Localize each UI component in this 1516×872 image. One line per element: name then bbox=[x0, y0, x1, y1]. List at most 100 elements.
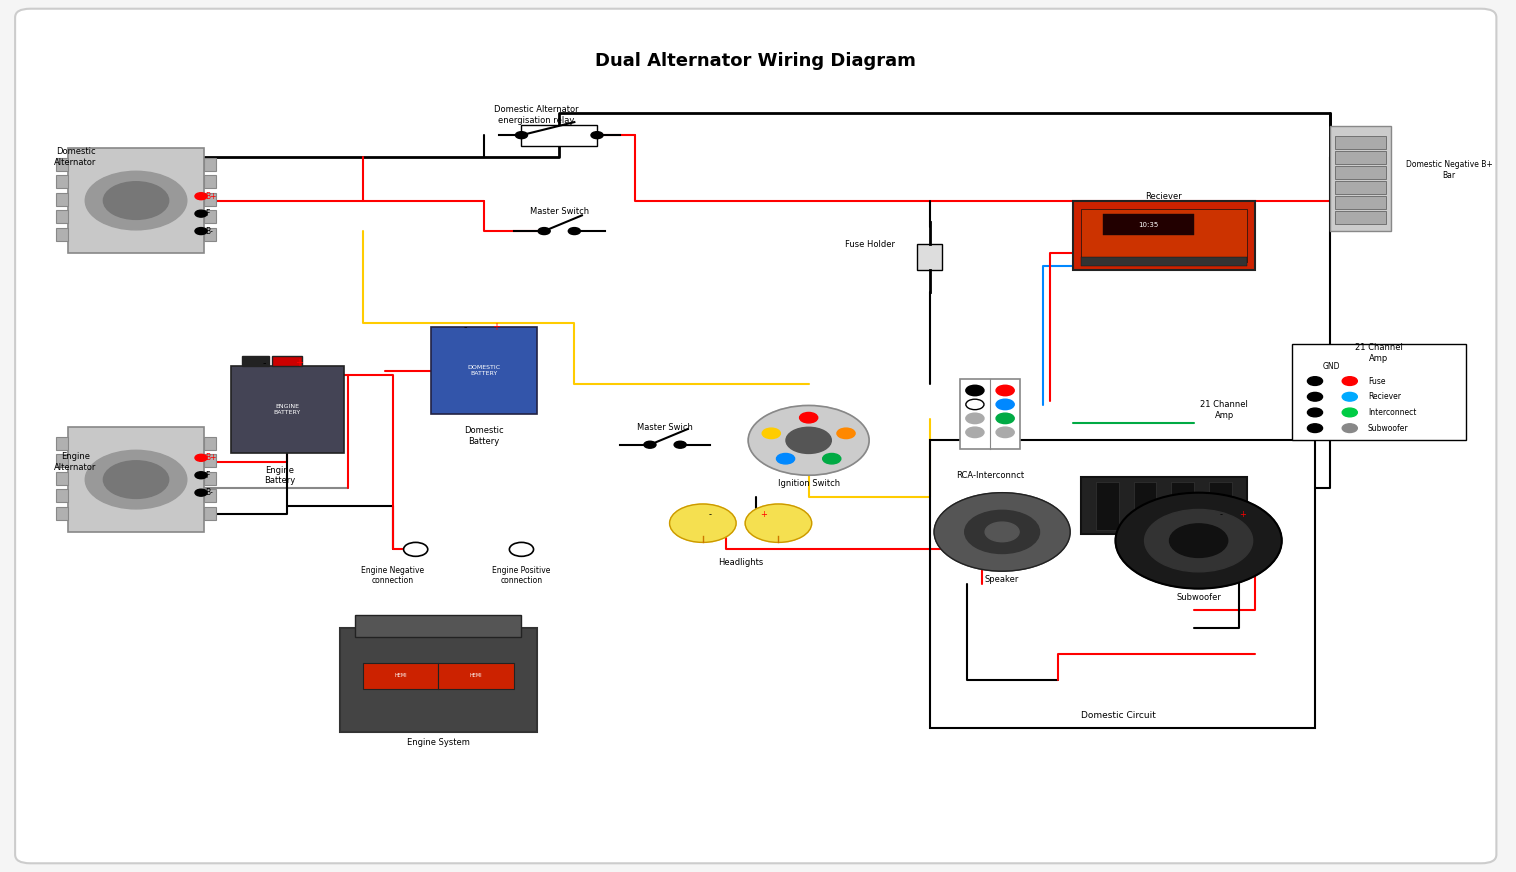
Circle shape bbox=[1342, 408, 1357, 417]
Bar bbox=[205, 228, 217, 241]
Circle shape bbox=[1307, 424, 1322, 433]
Bar bbox=[56, 489, 68, 502]
Circle shape bbox=[538, 228, 550, 235]
Text: Subwoofer: Subwoofer bbox=[1367, 424, 1408, 433]
Circle shape bbox=[196, 489, 208, 496]
Circle shape bbox=[103, 460, 168, 499]
Text: -: - bbox=[262, 358, 267, 368]
Circle shape bbox=[934, 493, 1070, 571]
Text: Fuse Holder: Fuse Holder bbox=[844, 240, 894, 249]
Text: +: + bbox=[296, 358, 303, 368]
Circle shape bbox=[823, 453, 841, 464]
Text: Engine
Alternator: Engine Alternator bbox=[55, 453, 97, 472]
Bar bbox=[56, 454, 68, 467]
Circle shape bbox=[746, 504, 811, 542]
Text: B-: B- bbox=[206, 227, 214, 235]
Circle shape bbox=[785, 427, 831, 453]
Bar bbox=[56, 472, 68, 485]
Circle shape bbox=[1342, 424, 1357, 433]
Bar bbox=[1134, 482, 1157, 530]
Circle shape bbox=[515, 132, 528, 139]
Text: HEMI: HEMI bbox=[470, 673, 482, 678]
Bar bbox=[205, 489, 217, 502]
Text: Ignition Switch: Ignition Switch bbox=[778, 480, 840, 488]
Circle shape bbox=[996, 385, 1014, 396]
Text: Engine Negative
connection: Engine Negative connection bbox=[361, 566, 424, 585]
Text: -: - bbox=[709, 510, 713, 519]
Text: B-: B- bbox=[206, 488, 214, 497]
Text: 21 Channel
Amp: 21 Channel Amp bbox=[1354, 344, 1402, 363]
Text: 21 Channel
Amp: 21 Channel Amp bbox=[1201, 400, 1248, 419]
Bar bbox=[56, 175, 68, 188]
Text: DOMESTIC
BATTERY: DOMESTIC BATTERY bbox=[467, 365, 500, 376]
Bar bbox=[205, 454, 217, 467]
Circle shape bbox=[196, 472, 208, 479]
Text: B+: B+ bbox=[206, 192, 217, 201]
Bar bbox=[205, 193, 217, 206]
Bar bbox=[362, 663, 438, 689]
Text: Headlights: Headlights bbox=[719, 558, 763, 567]
Circle shape bbox=[1307, 377, 1322, 385]
Text: -: - bbox=[1220, 510, 1223, 519]
Circle shape bbox=[1169, 524, 1228, 557]
Bar bbox=[230, 366, 344, 453]
Bar bbox=[355, 615, 522, 637]
Circle shape bbox=[1307, 408, 1322, 417]
Bar bbox=[960, 379, 1020, 449]
Bar bbox=[917, 244, 941, 270]
Text: 10:35: 10:35 bbox=[1139, 222, 1158, 228]
Circle shape bbox=[1116, 493, 1281, 589]
Circle shape bbox=[403, 542, 428, 556]
Circle shape bbox=[799, 412, 817, 423]
Text: Fuse: Fuse bbox=[1367, 377, 1386, 385]
Bar bbox=[56, 437, 68, 450]
Bar bbox=[1073, 201, 1255, 270]
Bar bbox=[56, 228, 68, 241]
Text: Domestic Alternator
energisation relay: Domestic Alternator energisation relay bbox=[494, 106, 579, 125]
Circle shape bbox=[196, 210, 208, 217]
Bar bbox=[1081, 478, 1248, 534]
Text: +: + bbox=[1239, 510, 1246, 519]
Circle shape bbox=[964, 510, 1040, 554]
Text: B+: B+ bbox=[206, 453, 217, 462]
Bar bbox=[1334, 195, 1386, 208]
Bar bbox=[438, 663, 514, 689]
Circle shape bbox=[568, 228, 581, 235]
Circle shape bbox=[675, 441, 687, 448]
Circle shape bbox=[1145, 509, 1252, 572]
Circle shape bbox=[196, 193, 208, 200]
FancyBboxPatch shape bbox=[15, 9, 1496, 863]
Bar bbox=[205, 472, 217, 485]
Text: F: F bbox=[206, 209, 209, 218]
Bar bbox=[68, 148, 205, 253]
Bar bbox=[1104, 214, 1195, 235]
Circle shape bbox=[85, 171, 186, 230]
Bar bbox=[1334, 181, 1386, 194]
Bar bbox=[271, 356, 302, 366]
Bar bbox=[522, 125, 597, 146]
Circle shape bbox=[749, 405, 869, 475]
Circle shape bbox=[644, 441, 656, 448]
Text: Engine System: Engine System bbox=[406, 739, 470, 747]
Text: Domestic
Battery: Domestic Battery bbox=[464, 426, 503, 446]
Bar bbox=[1334, 210, 1386, 223]
Bar bbox=[1334, 136, 1386, 149]
Bar bbox=[1081, 209, 1248, 262]
Bar bbox=[56, 158, 68, 171]
Circle shape bbox=[763, 428, 781, 439]
Circle shape bbox=[591, 132, 603, 139]
Text: +: + bbox=[760, 510, 767, 519]
Text: F: F bbox=[206, 471, 209, 480]
Bar bbox=[340, 628, 537, 732]
Circle shape bbox=[509, 542, 534, 556]
Text: Interconnect: Interconnect bbox=[1367, 408, 1416, 417]
Text: -: - bbox=[464, 322, 467, 332]
Text: Reciever: Reciever bbox=[1146, 192, 1182, 201]
Text: GND: GND bbox=[1322, 362, 1340, 371]
Text: Master Swich: Master Swich bbox=[637, 423, 693, 432]
Text: ENGINE
BATTERY: ENGINE BATTERY bbox=[273, 405, 300, 415]
Text: Master Switch: Master Switch bbox=[529, 208, 588, 216]
Text: Domestic Circuit: Domestic Circuit bbox=[1081, 711, 1155, 719]
Text: Engine
Battery: Engine Battery bbox=[264, 466, 296, 485]
Bar bbox=[1210, 482, 1233, 530]
